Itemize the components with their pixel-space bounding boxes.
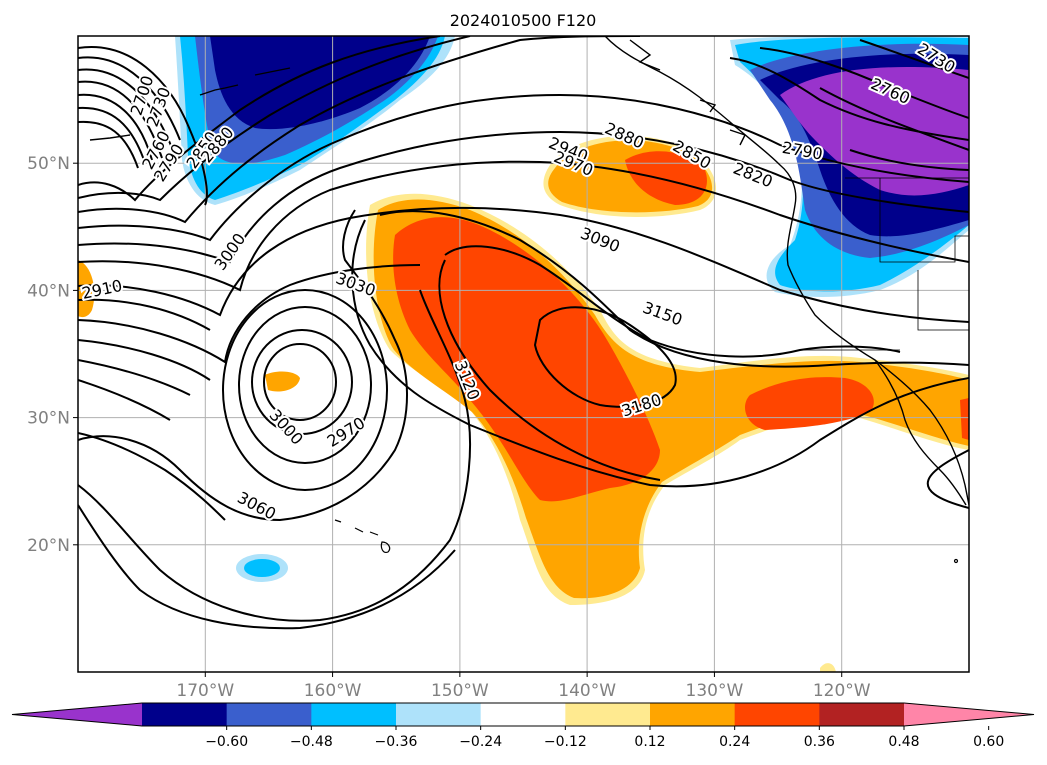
- colorbar-segment: [734, 703, 820, 726]
- colorbar-tick-label: 0.24: [719, 734, 750, 750]
- islands: [334, 519, 959, 564]
- colorbar-outline: [11, 702, 1035, 727]
- colorbar-tick-label: −0.12: [544, 734, 587, 750]
- colorbar-segment: [650, 703, 736, 726]
- colorbar-extend-high: [904, 703, 1034, 726]
- coastlines: [89, 36, 969, 506]
- y-tick-label: 50°N: [27, 154, 70, 174]
- colorbar-tick-label: −0.48: [290, 734, 333, 750]
- map-frame: [77, 35, 970, 673]
- colorbar-segment: [396, 703, 482, 726]
- y-tick-label: 20°N: [27, 536, 70, 556]
- x-tick-label: 170°W: [176, 681, 234, 701]
- x-tick-label: 160°W: [304, 681, 362, 701]
- y-axis-ticks: 20°N 30°N 40°N 50°N: [27, 154, 78, 556]
- colorbar-segment: [480, 703, 566, 726]
- x-axis-ticks: 170°W 160°W 150°W 140°W 130°W 120°W: [176, 672, 871, 701]
- colorbar-tick-label: −0.24: [459, 734, 502, 750]
- y-tick-label: 30°N: [27, 409, 70, 429]
- colorbar-segment: [226, 703, 312, 726]
- colorbar-tick-label: 0.60: [973, 734, 1004, 750]
- x-tick-label: 150°W: [431, 681, 489, 701]
- colorbar-extend-low: [12, 703, 142, 726]
- y-tick-label: 40°N: [27, 281, 70, 301]
- colorbar-tick-label: −0.36: [375, 734, 418, 750]
- x-tick-label: 130°W: [686, 681, 744, 701]
- colorbar-segment: [565, 703, 651, 726]
- negative-anomaly-hawaii: [236, 554, 288, 582]
- colorbar-tick-label: 0.36: [804, 734, 835, 750]
- colorbar-segment: [142, 703, 228, 726]
- height-contours: [78, 36, 969, 630]
- positive-anomaly-west: [78, 260, 836, 672]
- map-gridlines: [78, 36, 969, 672]
- chart-title: 2024010500 F120: [450, 11, 597, 30]
- colorbar-tick-label: 0.12: [634, 734, 665, 750]
- colorbar-segment: [819, 703, 905, 726]
- colorbar-tick-label: 0.48: [888, 734, 919, 750]
- colorbar-tick-label: −0.60: [205, 734, 248, 750]
- x-tick-label: 120°W: [813, 681, 871, 701]
- x-tick-label: 140°W: [558, 681, 616, 701]
- colorbar-segment: [311, 703, 397, 726]
- colorbar: −0.60 −0.48 −0.36 −0.24 −0.12 0.12 0.24 0.36 0.4…: [11, 702, 1035, 750]
- positive-anomaly-north: [543, 135, 717, 217]
- political-borders: [800, 177, 969, 351]
